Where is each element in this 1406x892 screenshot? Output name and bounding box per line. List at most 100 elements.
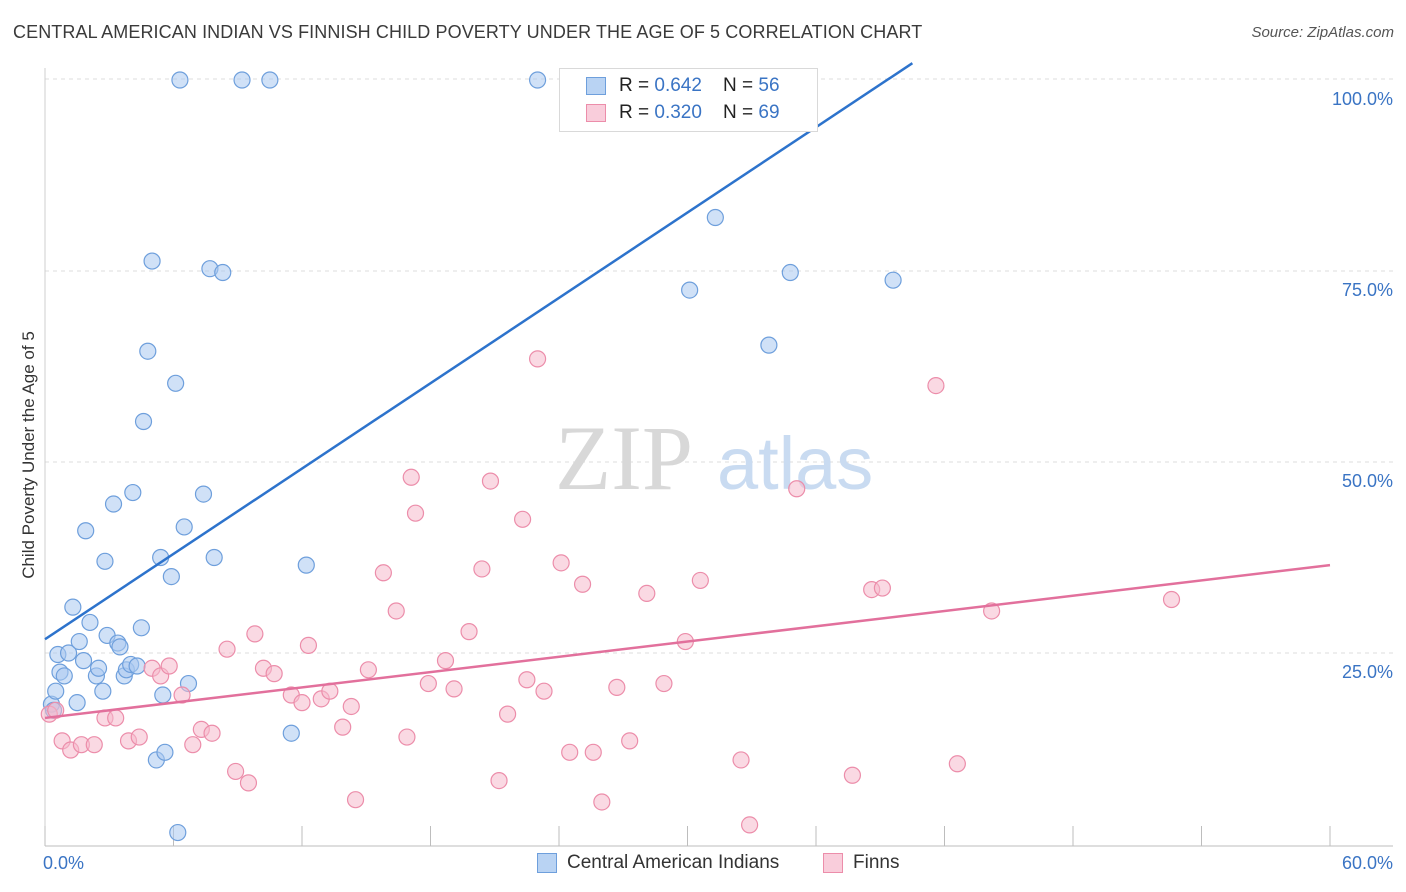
legend-label-central-american-indians: Central American Indians xyxy=(567,852,780,873)
data-point-central-american-indians xyxy=(167,374,185,392)
data-point-central-american-indians xyxy=(884,271,902,289)
data-point-central-american-indians xyxy=(760,336,778,354)
data-point-central-american-indians xyxy=(282,724,300,742)
data-point-finns xyxy=(239,774,258,792)
data-point-central-american-indians xyxy=(94,682,112,700)
data-point-finns xyxy=(406,504,425,522)
data-point-finns xyxy=(788,480,806,498)
data-point-central-american-indians xyxy=(134,412,153,431)
trend-line-central-american-indians xyxy=(44,62,914,641)
y-tick-label: 25.0% xyxy=(1342,662,1393,682)
data-point-central-american-indians xyxy=(169,823,187,842)
data-point-finns xyxy=(398,728,416,746)
data-point-finns xyxy=(107,709,125,727)
data-point-finns xyxy=(346,791,365,809)
data-point-central-american-indians xyxy=(139,342,157,360)
data-point-central-american-indians xyxy=(128,657,146,675)
legend-item-finns: Finns xyxy=(823,852,899,874)
source-label: Source: ZipAtlas.com xyxy=(1251,24,1394,41)
legend-item-central-american-indians: Central American Indians xyxy=(537,852,779,874)
legend-n-value: 56 xyxy=(758,75,780,96)
grid-layer xyxy=(45,78,1393,654)
watermark: ZIP atlas xyxy=(555,407,873,509)
data-point-finns xyxy=(436,652,455,670)
data-point-finns xyxy=(203,724,221,742)
data-point-finns xyxy=(246,625,264,643)
data-point-finns xyxy=(843,766,862,784)
data-point-finns xyxy=(518,671,536,689)
data-point-finns xyxy=(584,743,602,761)
data-point-finns xyxy=(130,728,148,746)
legend-swatch-blue xyxy=(586,77,606,95)
data-point-central-american-indians xyxy=(205,548,223,567)
data-point-finns xyxy=(85,736,103,754)
legend-label-finns: Finns xyxy=(853,852,900,873)
data-point-central-american-indians xyxy=(77,522,95,540)
data-point-central-american-indians xyxy=(175,518,193,536)
data-point-central-american-indians xyxy=(681,281,699,299)
data-point-central-american-indians xyxy=(47,682,65,700)
data-point-finns xyxy=(528,350,547,368)
y-tick-label: 50.0% xyxy=(1342,471,1393,491)
data-point-finns xyxy=(402,468,420,486)
data-point-finns xyxy=(638,584,656,603)
data-point-finns xyxy=(481,472,500,490)
y-axis-label: Child Poverty Under the Age of 5 xyxy=(19,331,38,579)
data-point-central-american-indians xyxy=(154,686,172,704)
data-point-central-american-indians xyxy=(124,483,142,502)
data-point-central-american-indians xyxy=(104,495,123,513)
legend-r-value: 0.320 xyxy=(654,102,702,123)
legend-swatch-blue xyxy=(537,853,557,873)
data-point-central-american-indians xyxy=(70,632,88,651)
data-point-finns xyxy=(573,575,592,593)
data-point-central-american-indians xyxy=(132,619,150,637)
data-point-finns xyxy=(621,732,639,750)
x-tick-label: 0.0% xyxy=(43,853,84,873)
data-point-finns xyxy=(732,751,750,769)
data-point-finns xyxy=(873,579,891,597)
legend-n-label: N = xyxy=(723,75,759,96)
data-point-finns xyxy=(927,377,945,395)
data-point-central-american-indians xyxy=(156,743,174,761)
legend-n-label: N = xyxy=(723,102,759,123)
data-point-central-american-indians xyxy=(194,485,213,503)
data-point-central-american-indians xyxy=(68,694,86,712)
series-central-american-indians xyxy=(42,71,902,842)
legend-r-label: R = xyxy=(619,102,655,123)
data-point-finns xyxy=(218,640,236,658)
tick-labels: 25.0% 50.0% 75.0% 100.0% 0.0% 60.0% xyxy=(43,89,1393,873)
data-point-finns xyxy=(490,771,508,790)
data-point-finns xyxy=(184,736,202,754)
data-point-central-american-indians xyxy=(64,598,82,616)
chart-title: CENTRAL AMERICAN INDIAN VS FINNISH CHILD… xyxy=(13,22,923,42)
correlation-legend: R = 0.642 N = 56 R = 0.320 N = 69 xyxy=(559,68,818,132)
data-point-central-american-indians xyxy=(297,556,315,574)
data-point-finns xyxy=(173,686,191,704)
data-point-central-american-indians xyxy=(143,252,161,270)
data-point-finns xyxy=(227,762,245,781)
data-point-central-american-indians xyxy=(233,71,251,89)
data-point-central-american-indians xyxy=(96,552,114,570)
watermark-zip: ZIP xyxy=(555,407,693,509)
legend-swatch-pink xyxy=(823,853,843,873)
y-tick-label: 75.0% xyxy=(1342,280,1393,300)
legend-r-label: R = xyxy=(619,75,655,96)
data-point-finns xyxy=(473,560,491,578)
data-point-finns xyxy=(460,623,478,641)
data-point-central-american-indians xyxy=(528,71,547,89)
data-point-finns xyxy=(593,793,611,811)
data-point-finns xyxy=(948,755,966,773)
data-point-central-american-indians xyxy=(706,208,724,227)
y-tick-label: 100.0% xyxy=(1332,89,1393,109)
data-point-finns xyxy=(535,682,553,700)
data-point-finns xyxy=(359,661,377,679)
data-point-finns xyxy=(513,510,532,528)
data-point-central-american-indians xyxy=(74,652,93,670)
data-point-central-american-indians xyxy=(111,638,129,656)
trend-line-finns xyxy=(44,563,1331,720)
data-point-finns xyxy=(299,636,318,654)
data-point-central-american-indians xyxy=(171,71,189,89)
series-legend: Central American Indians Finns xyxy=(0,850,1406,878)
data-point-finns xyxy=(419,674,437,693)
